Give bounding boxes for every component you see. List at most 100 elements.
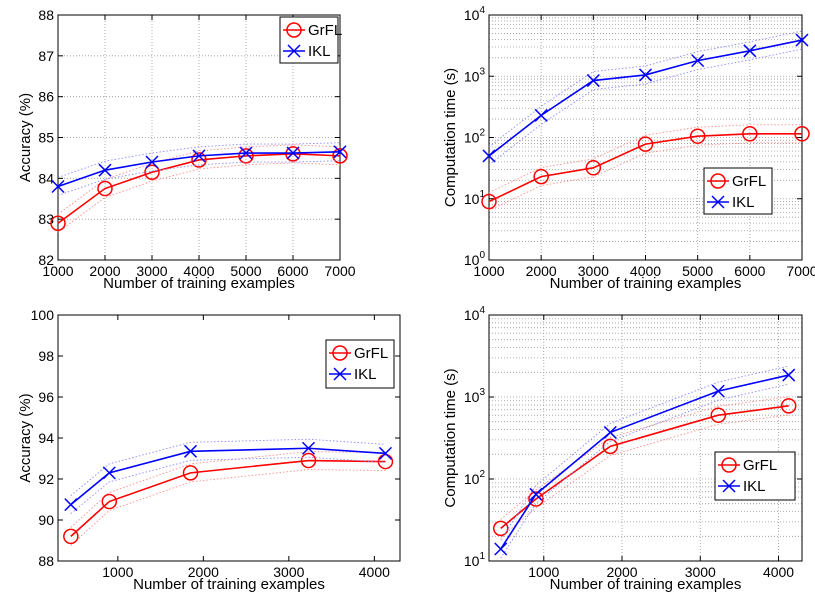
- data-point-circle: [101, 493, 118, 510]
- data-point-x: [638, 68, 653, 82]
- series-band-line: [500, 414, 789, 538]
- series-ikl: [482, 30, 809, 166]
- series-ikl: [51, 142, 347, 196]
- chart-panel-2: 1000 2000 3000 4000 5000 6000 7000 100 101 102 103…: [442, 5, 815, 292]
- gridlines: [489, 315, 802, 561]
- data-point-circle: [182, 465, 199, 481]
- legend-box: [714, 451, 796, 501]
- chart-panel-3: 1000 2000 3000 4000 88 90 92 94 96 98 100 Number of…: [17, 307, 401, 593]
- y-tick-label: 96: [38, 389, 54, 405]
- legend-marker-circle: [332, 345, 348, 361]
- legend: GrFL IKL: [325, 339, 395, 389]
- series-band-line: [500, 383, 789, 559]
- series-band-line: [488, 48, 803, 166]
- data-point-circle: [528, 491, 544, 507]
- data-point-x: [691, 54, 705, 68]
- data-point-x: [482, 149, 496, 163]
- legend: GrFL IKL: [714, 451, 796, 501]
- y-tick-label: 103: [464, 387, 486, 405]
- y-tick-label: 90: [38, 512, 54, 528]
- y-axis-label: Accuracy (%): [17, 93, 34, 182]
- x-tick-label: 7000: [786, 263, 815, 279]
- data-point-x: [102, 466, 116, 480]
- legend-label: IKL: [743, 478, 766, 495]
- data-point-circle: [191, 152, 207, 168]
- data-point-circle: [794, 126, 810, 142]
- series-band-line: [488, 30, 803, 148]
- y-tick-label: 88: [38, 553, 54, 569]
- y-tick-label: 104: [464, 5, 486, 23]
- legend: GrFL IKL: [703, 167, 773, 215]
- data-point-x: [378, 446, 392, 460]
- x-tick-label: 3000: [578, 263, 609, 279]
- data-point-circle: [742, 126, 758, 142]
- legend-label: GrFL: [354, 345, 388, 362]
- series-line: [500, 405, 789, 529]
- data-point-circle: [602, 438, 619, 455]
- x-tick-label: 4000: [630, 263, 661, 279]
- x-tick-label: 1000: [42, 263, 73, 279]
- data-point-x: [286, 146, 300, 160]
- y-axis-label: Computation time (s): [442, 68, 459, 207]
- data-point-x: [333, 145, 347, 159]
- data-point-circle: [238, 148, 254, 164]
- y-tick-label: 101: [464, 189, 486, 207]
- legend-marker-x: [333, 367, 347, 381]
- x-axis-label: Number of training examples: [103, 275, 295, 292]
- y-tick-label: 87: [38, 48, 54, 64]
- series-band-line: [70, 456, 386, 514]
- x-tick-label: 6000: [734, 263, 765, 279]
- legend-label: GrFL: [308, 22, 342, 39]
- series-band-line: [500, 365, 789, 541]
- x-tick-label: 3000: [136, 263, 167, 279]
- x-tick-label: 4000: [763, 564, 794, 580]
- legend-marker-circle: [721, 457, 737, 473]
- data-point-circle: [144, 164, 160, 180]
- gridlines: [58, 15, 340, 260]
- data-point-x: [183, 444, 198, 458]
- data-point-x: [51, 179, 65, 194]
- series-line: [57, 153, 341, 224]
- series-line: [488, 132, 802, 203]
- x-tick-label: 2000: [526, 263, 557, 279]
- x-tick-label: 1000: [102, 564, 133, 580]
- legend-marker-x: [287, 44, 301, 58]
- y-tick-label: 94: [38, 430, 54, 446]
- x-axis-label: Number of training examples: [550, 576, 742, 593]
- chart-panel-1: 1000 2000 3000 4000 5000 6000 7000828384858687…: [17, 7, 356, 292]
- data-point-x: [795, 33, 809, 47]
- series-band-line: [70, 469, 386, 546]
- y-tick-label: 86: [38, 89, 54, 105]
- data-point-x: [711, 384, 725, 398]
- y-tick-label: 100: [464, 250, 486, 268]
- y-tick-label: 84: [38, 170, 54, 186]
- series-band-line: [70, 438, 386, 496]
- series-ikl: [494, 365, 796, 559]
- data-point-x: [192, 149, 206, 163]
- data-point-circle: [492, 520, 509, 537]
- series-line: [70, 459, 386, 537]
- chart-panel-4: 1000 2000 3000 4000 101 102 103 104 Number of tr…: [442, 305, 803, 593]
- data-point-circle: [533, 168, 549, 185]
- data-point-x: [743, 44, 757, 58]
- data-point-circle: [481, 193, 497, 210]
- x-axis-label: Number of training examples: [550, 275, 742, 292]
- legend-marker-x: [722, 479, 736, 493]
- series-grfl: [492, 396, 797, 538]
- legend: GrFL IKL: [279, 16, 342, 64]
- y-tick-label: 103: [464, 66, 486, 84]
- legend-label: GrFL: [743, 457, 777, 474]
- legend-marker-circle: [710, 173, 726, 189]
- data-point-circle: [332, 148, 348, 164]
- x-tick-label: 5000: [230, 263, 261, 279]
- legend-label: IKL: [354, 366, 377, 383]
- x-tick-label: 4000: [359, 564, 390, 580]
- data-point-x: [301, 441, 316, 455]
- legend-marker-circle: [286, 22, 302, 38]
- legend-box: [325, 339, 395, 389]
- series-band-line: [57, 160, 341, 196]
- tick-marks: [489, 314, 802, 562]
- data-point-circle: [689, 128, 706, 144]
- data-point-x: [603, 425, 617, 439]
